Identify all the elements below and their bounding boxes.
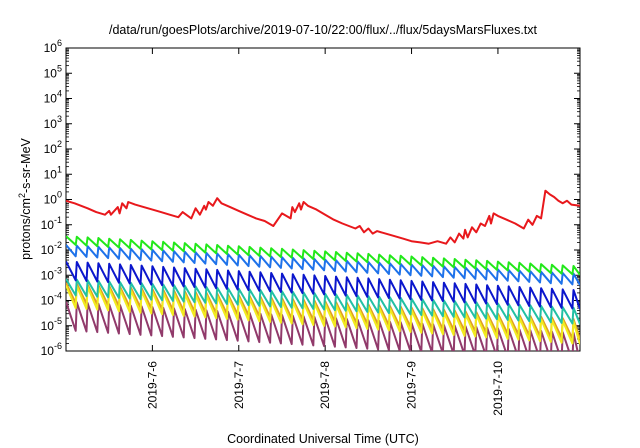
y-tick-label: 10-3	[41, 265, 62, 282]
x-axis: 2019-7-6 2019-7-7 2019-7-8 2019-7-9 2019-7-1…	[145, 48, 505, 416]
y-tick-base: 10	[44, 66, 58, 80]
plot-frame	[65, 47, 581, 352]
y-tick-exp: 1	[57, 164, 62, 174]
y-tick-base: 10	[44, 41, 58, 55]
y-axis-label: protons/cm2-s-sr-MeV	[17, 137, 33, 259]
y-tick-label: 10-6	[41, 341, 62, 358]
y-tick-exp: -5	[54, 316, 62, 326]
y-tick-exp: -3	[54, 265, 62, 275]
y-tick-label: 102	[44, 139, 62, 156]
y-tick-exp: 6	[57, 38, 62, 48]
y-tick-label: 104	[44, 89, 62, 106]
y-tick-label: 106	[44, 38, 62, 55]
y-tick-label: 100	[44, 190, 62, 207]
y-tick-base: 10	[41, 319, 55, 333]
y-tick-label: 10-5	[41, 316, 62, 333]
y-tick-exp: -2	[54, 240, 62, 250]
x-tick-label: 2019-7-7	[232, 361, 246, 409]
y-tick-base: 10	[41, 243, 55, 257]
x-tick-label: 2019-7-9	[405, 361, 419, 409]
y-axis: 10-610-510-410-310-210-11001011021031041…	[41, 38, 580, 358]
chart-title: /data/run/goesPlots/archive/2019-07-10/2…	[109, 23, 538, 37]
y-tick-base: 10	[41, 344, 55, 358]
x-tick-label: 2019-7-6	[145, 361, 159, 409]
y-tick-base: 10	[44, 193, 58, 207]
y-tick-label: 103	[44, 114, 62, 131]
y-tick-base: 10	[44, 167, 58, 181]
y-tick-label: 10-4	[41, 291, 62, 308]
y-tick-label: 10-1	[41, 215, 62, 232]
y-tick-exp: 0	[57, 190, 62, 200]
y-tick-label: 10-2	[41, 240, 62, 257]
y-tick-exp: -6	[54, 341, 62, 351]
series-group	[66, 189, 580, 351]
y-axis-label-sup: 2	[17, 193, 27, 198]
y-tick-label: 105	[44, 63, 62, 80]
y-tick-exp: -1	[54, 215, 62, 225]
x-tick-label: 2019-7-8	[318, 361, 332, 409]
y-tick-base: 10	[41, 218, 55, 232]
x-axis-label: Coordinated Universal Time (UTC)	[227, 432, 419, 446]
y-axis-label-main: protons/cm	[19, 198, 33, 260]
y-tick-base: 10	[44, 142, 58, 156]
y-tick-exp: 3	[57, 114, 62, 124]
plot-area	[66, 189, 580, 351]
y-tick-label: 101	[44, 164, 62, 181]
series-line	[66, 278, 580, 325]
y-tick-exp: -4	[54, 291, 62, 301]
y-tick-base: 10	[44, 117, 58, 131]
y-tick-exp: 5	[57, 63, 62, 73]
series-line	[66, 260, 580, 310]
x-tick-label: 2019-7-10	[491, 361, 505, 416]
y-axis-label-rest: -s-sr-MeV	[19, 137, 33, 193]
series-line	[66, 244, 580, 286]
y-tick-base: 10	[44, 92, 58, 106]
y-tick-base: 10	[41, 294, 55, 308]
y-tick-exp: 2	[57, 139, 62, 149]
y-tick-base: 10	[41, 268, 55, 282]
y-tick-exp: 4	[57, 89, 62, 99]
series-line	[66, 235, 580, 276]
series-line	[66, 189, 580, 245]
